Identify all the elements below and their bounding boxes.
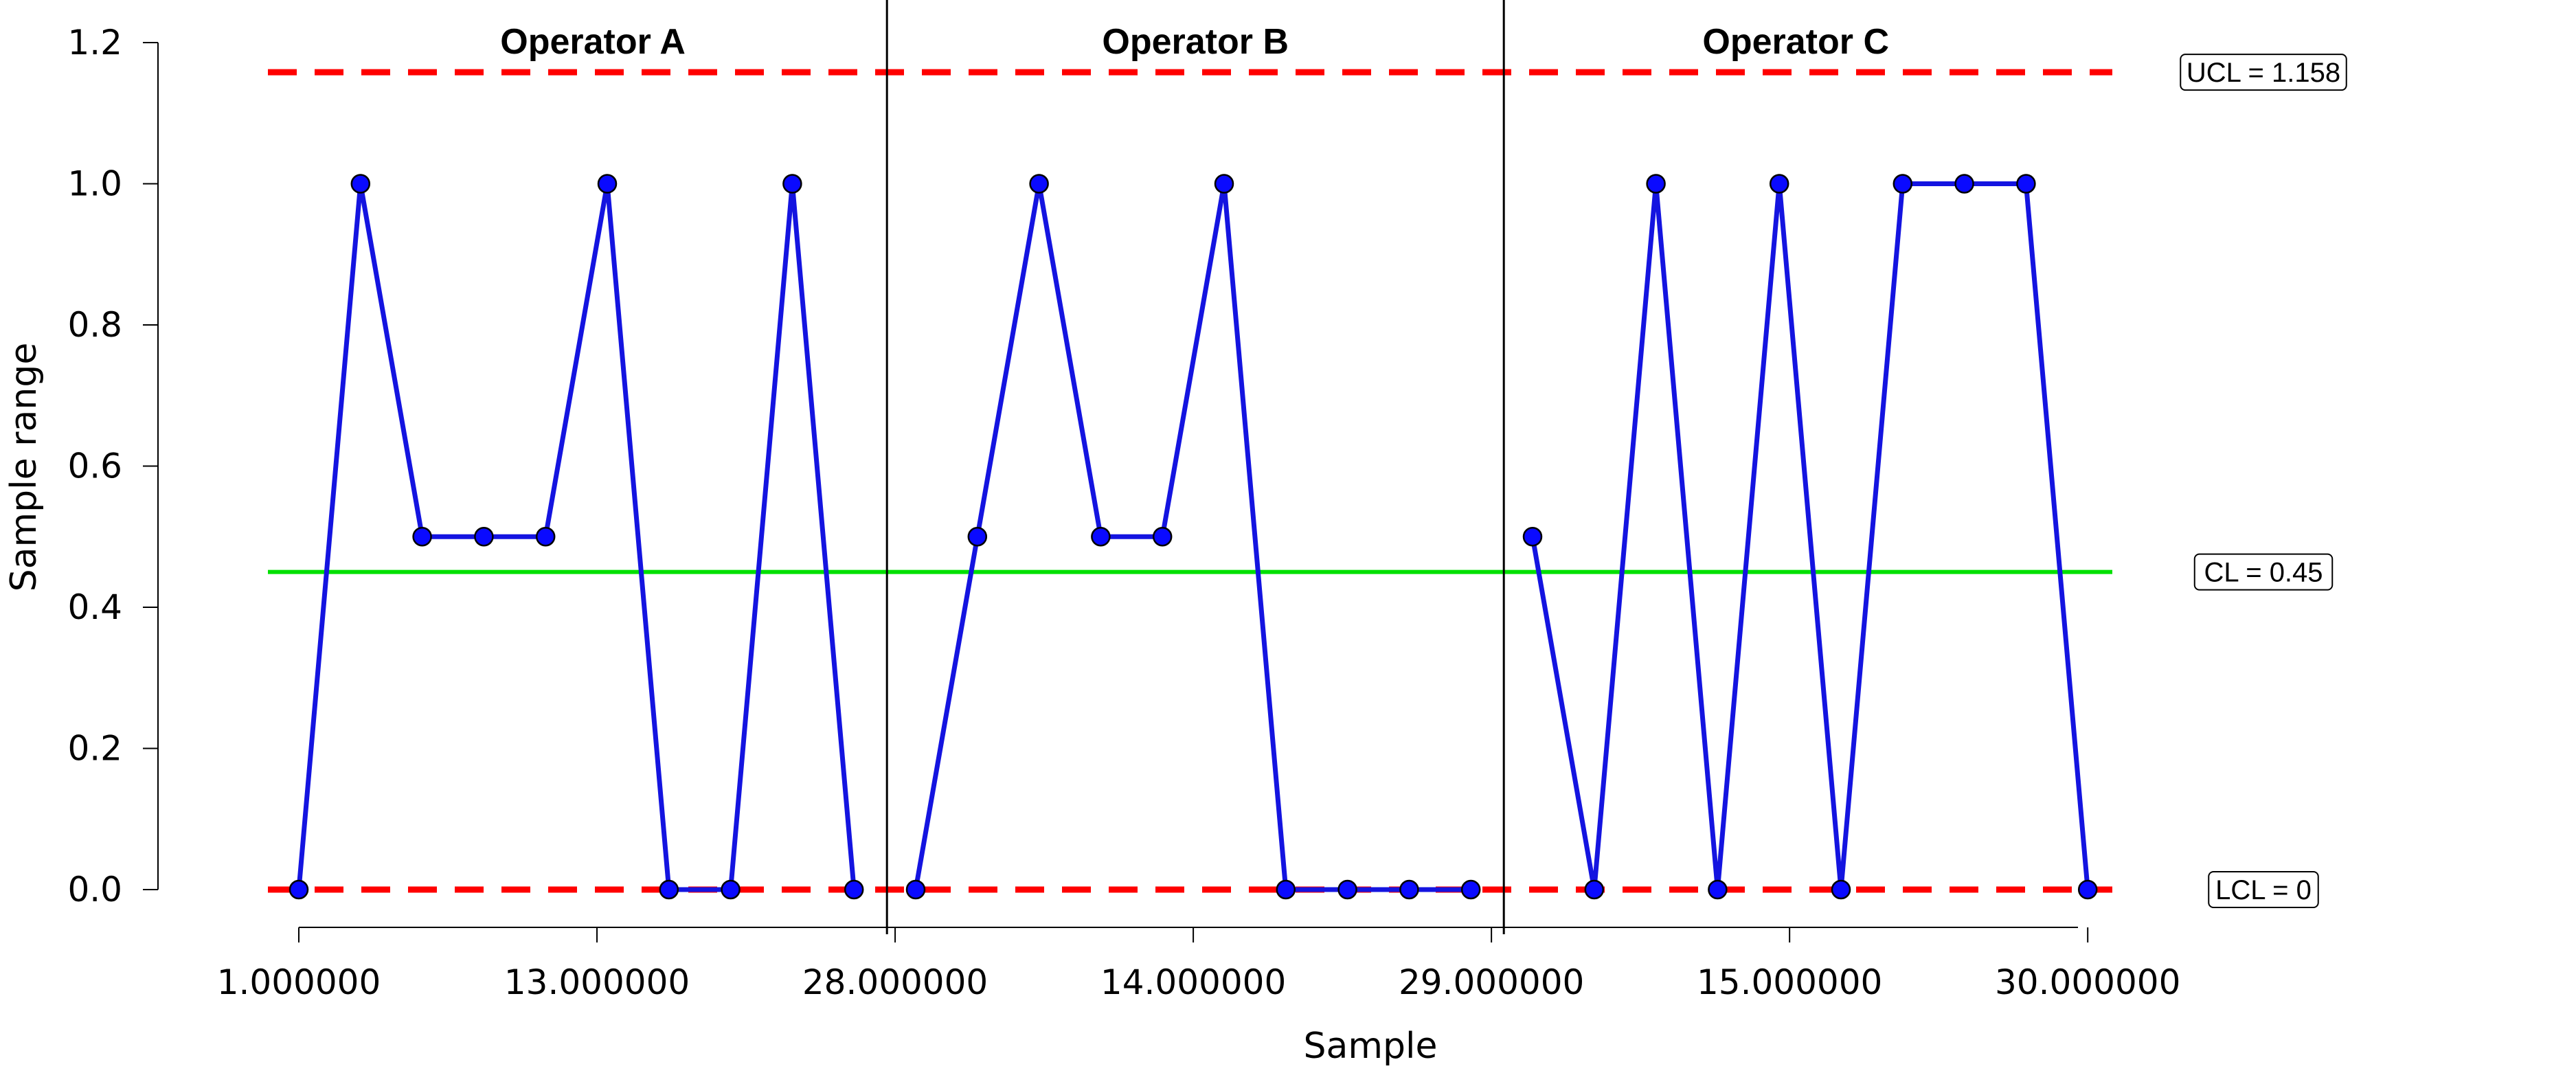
data-point [2016,174,2036,194]
x-tick-label: 28.000000 [802,962,988,1002]
x-tick-label: 29.000000 [1399,962,1584,1002]
data-point [1708,879,1728,900]
cl-label: CL = 0.45 [2204,558,2323,588]
x-tick-label: 15.000000 [1697,962,1882,1002]
data-point [350,174,371,194]
data-point [474,527,494,547]
data-point [1522,527,1543,547]
control-limits: UCL = 1.158 CL = 0.45 LCL = 0 [268,54,2347,908]
data-point [1460,879,1481,900]
data-point [1399,879,1419,900]
series-points [289,174,2098,900]
data-point [1337,879,1357,900]
data-point [844,879,864,900]
data-point [1831,879,1851,900]
group-title: Operator A [500,22,686,62]
data-point [1584,879,1605,900]
data-point [1276,879,1296,900]
y-tick-label: 0.4 [67,587,122,627]
data-point [1646,174,1666,194]
series-line-2 [913,181,1471,892]
data-point [782,174,802,194]
x-axis: 1.000000 13.000000 28.000000 14.000000 29.00… [217,927,2180,1002]
y-tick-label: 0.8 [67,305,122,345]
lcl-label: LCL = 0 [2215,875,2312,905]
data-point [659,879,679,900]
x-ticks: 1.000000 13.000000 28.000000 14.000000 29.00… [217,927,2180,1002]
data-point [1029,174,1049,194]
series-line-3 [1530,181,2090,892]
y-axis-title: Sample range [3,343,45,592]
data-point [1152,527,1173,547]
data-point [597,174,618,194]
data-point [412,527,432,547]
data-point [1893,174,1913,194]
y-tick-label: 1.0 [67,164,122,204]
data-point [1954,174,1974,194]
cl-label-box [2193,553,2334,591]
lcl-label-box [2208,871,2319,908]
x-tick-label: 30.000000 [1995,962,2180,1002]
data-point [1769,174,1789,194]
x-tick-label: 14.000000 [1100,962,1286,1002]
data-point [1214,174,1234,194]
y-axis: 0.0 0.2 0.4 0.6 0.8 1.0 1.2 [67,23,159,910]
data-point [1091,527,1111,547]
ucl-label: UCL = 1.158 [2187,58,2340,88]
group-titles: Operator A Operator B Operator C [500,22,1889,62]
group-title: Operator C [1702,22,1889,62]
data-point [721,879,741,900]
group-title: Operator B [1102,22,1289,62]
x-axis-title: Sample [1304,1026,1438,1067]
y-tick-label: 1.2 [67,23,122,63]
x-tick-label: 1.000000 [217,962,381,1002]
y-tick-label: 0.2 [67,729,122,769]
data-point [2077,879,2098,900]
ucl-label-box [2180,54,2347,91]
y-tick-label: 0.0 [67,870,122,910]
data-point [905,879,926,900]
x-tick-label: 13.000000 [504,962,690,1002]
series-lines [296,181,2090,892]
data-point [967,527,988,547]
data-point [535,527,556,547]
y-tick-label: 0.6 [67,447,122,486]
group-separators [885,0,1505,934]
data-point [289,879,309,900]
series-line-1 [296,181,857,892]
y-ticks: 0.0 0.2 0.4 0.6 0.8 1.0 1.2 [67,23,158,910]
